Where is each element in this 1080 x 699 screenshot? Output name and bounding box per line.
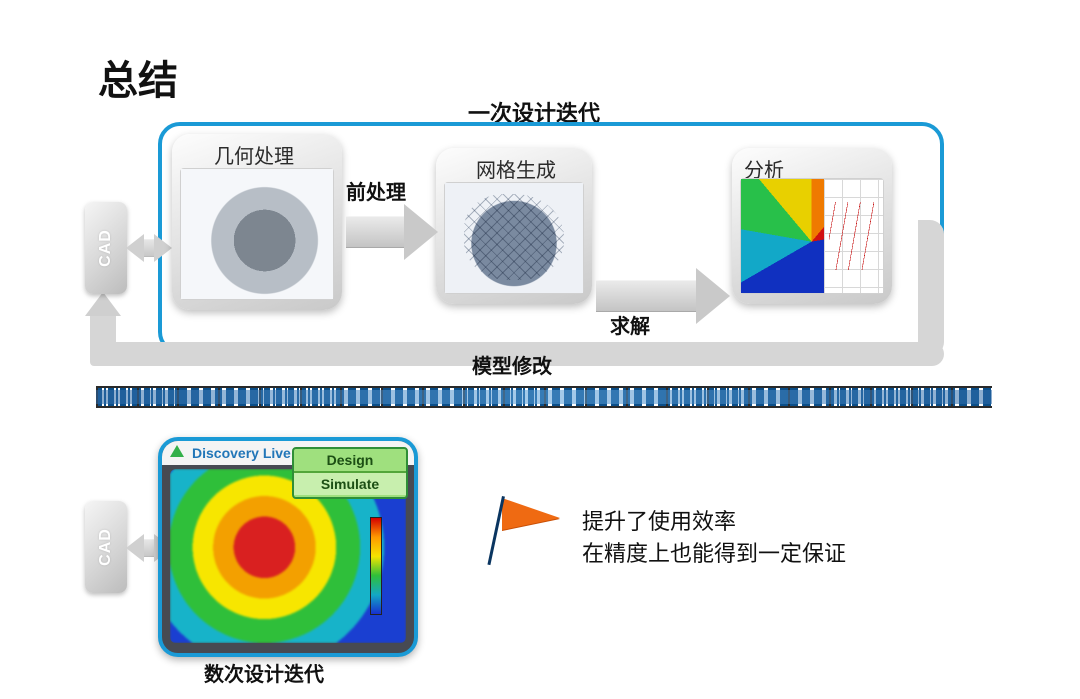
flag-icon bbox=[496, 494, 576, 574]
dbl-arrow-top bbox=[126, 234, 172, 262]
discovery-logo-icon bbox=[170, 445, 184, 457]
ds-row-design: Design bbox=[294, 449, 406, 471]
arrow-tip-icon bbox=[404, 204, 438, 260]
turbo-placeholder-icon bbox=[181, 169, 333, 299]
stage-body-analysis bbox=[740, 178, 884, 294]
arrow-head-left-icon bbox=[126, 234, 144, 262]
arrow-head-right-icon bbox=[154, 234, 172, 262]
arrow-label-preprocess: 前处理 bbox=[346, 176, 406, 205]
return-arrow-seg-right bbox=[918, 220, 944, 356]
analysis-placeholder-icon bbox=[741, 179, 883, 293]
return-arrow-head bbox=[85, 292, 121, 316]
analysis-blades-icon bbox=[741, 179, 824, 293]
benefit-line-1: 提升了使用效率 bbox=[582, 506, 846, 538]
return-arrow-label: 模型修改 bbox=[472, 350, 552, 379]
arrow-bar bbox=[144, 539, 154, 557]
arrow-head-left-icon bbox=[126, 534, 144, 562]
arrow-bar bbox=[144, 239, 154, 257]
arrow-label-solve: 求解 bbox=[610, 310, 650, 339]
analysis-plot-icon bbox=[824, 179, 883, 293]
arrow-shaft bbox=[346, 216, 404, 248]
stage-body-geom bbox=[180, 168, 334, 300]
cad-tab-bottom: CAD bbox=[85, 501, 127, 593]
mesh-placeholder-icon bbox=[445, 183, 583, 293]
benefit-line-2: 在精度上也能得到一定保证 bbox=[582, 538, 846, 570]
stage-title-geom: 几何处理 bbox=[214, 140, 294, 169]
arrow-tip-icon bbox=[696, 268, 730, 324]
cad-tab-top-label: CAD bbox=[97, 229, 115, 267]
benefit-text: 提升了使用效率 在精度上也能得到一定保证 bbox=[582, 506, 846, 570]
stage-card-analysis: 分析 bbox=[732, 148, 892, 304]
flag-pole-icon bbox=[487, 496, 504, 565]
arrow-shaft bbox=[596, 280, 696, 312]
discovery-caption: 数次设计迭代 bbox=[204, 658, 324, 687]
design-simulate-box: Design Simulate bbox=[292, 447, 408, 499]
flag-cloth-icon bbox=[502, 498, 560, 530]
ds-row-simulate: Simulate bbox=[294, 471, 406, 495]
ruler-fill bbox=[96, 390, 992, 404]
timeline-ruler bbox=[96, 386, 992, 408]
cad-tab-top: CAD bbox=[85, 202, 127, 294]
return-arrow-seg-left bbox=[90, 314, 116, 366]
slide-title: 总结 bbox=[98, 48, 178, 106]
color-scale-icon bbox=[370, 517, 382, 615]
stage-body-mesh bbox=[444, 182, 584, 294]
stage-title-mesh: 网格生成 bbox=[476, 154, 556, 183]
cad-tab-bottom-label: CAD bbox=[97, 528, 115, 566]
stage-card-geom: 几何处理 bbox=[172, 134, 342, 310]
slide-root: 总结 一次设计迭代 模型修改 CAD CAD 几何处理 网格生成 bbox=[0, 0, 1080, 699]
thick-arrow-preprocess bbox=[346, 204, 438, 260]
discovery-live-title: Discovery Live bbox=[192, 445, 291, 461]
stage-card-mesh: 网格生成 bbox=[436, 148, 592, 304]
